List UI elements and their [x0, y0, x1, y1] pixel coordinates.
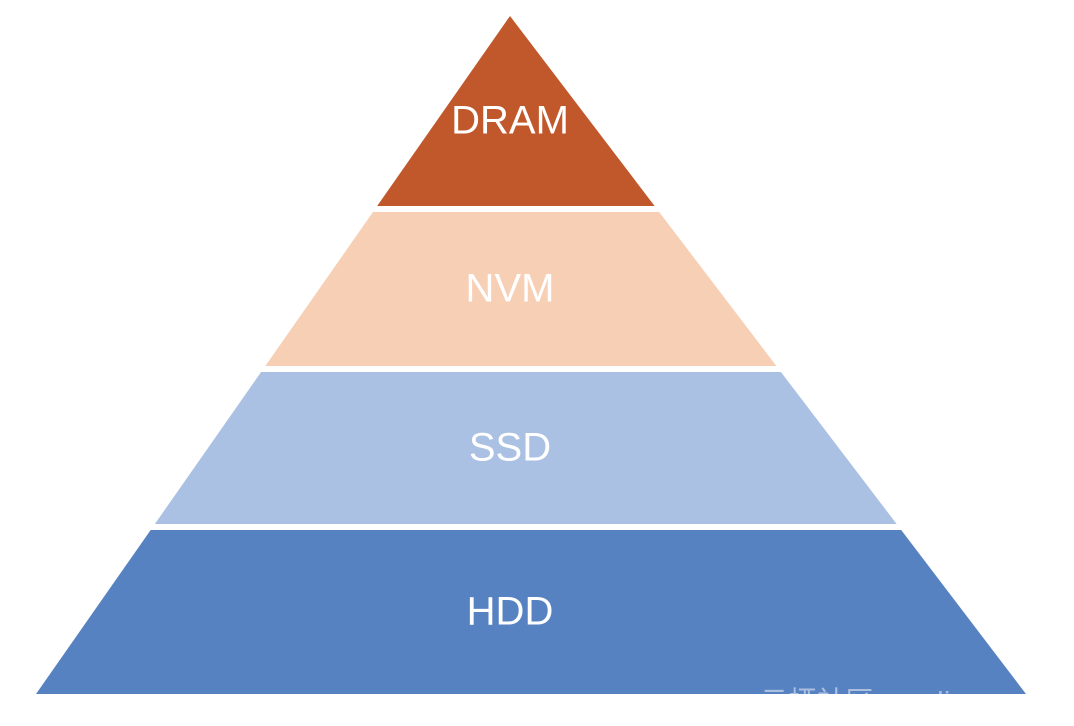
pyramid-label-nvm: NVM: [466, 267, 555, 312]
pyramid-label-ssd: SSD: [469, 426, 551, 471]
pyramid-label-dram: DRAM: [451, 98, 569, 143]
pyramid-label-hdd: HDD: [467, 590, 554, 635]
